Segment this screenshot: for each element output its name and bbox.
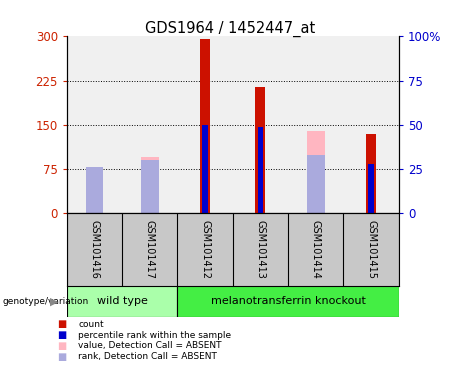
Text: genotype/variation: genotype/variation — [2, 297, 89, 306]
Text: GSM101417: GSM101417 — [145, 220, 155, 279]
Bar — [307, 155, 325, 213]
Bar — [366, 134, 376, 213]
Bar — [67, 286, 177, 317]
Text: GSM101413: GSM101413 — [255, 220, 266, 279]
Text: ■: ■ — [58, 352, 67, 362]
Bar — [86, 167, 103, 213]
Text: value, Detection Call = ABSENT: value, Detection Call = ABSENT — [78, 341, 222, 351]
Text: GSM101412: GSM101412 — [200, 220, 210, 279]
Bar — [141, 157, 159, 213]
Bar — [368, 164, 374, 213]
Text: percentile rank within the sample: percentile rank within the sample — [78, 331, 231, 340]
Text: GSM101414: GSM101414 — [311, 220, 321, 279]
Text: ▶: ▶ — [50, 296, 59, 306]
Bar — [141, 160, 159, 213]
Text: ■: ■ — [58, 341, 67, 351]
Text: ■: ■ — [58, 319, 67, 329]
Text: rank, Detection Call = ABSENT: rank, Detection Call = ABSENT — [78, 352, 217, 361]
Bar — [177, 286, 399, 317]
Text: count: count — [78, 320, 104, 329]
Bar — [200, 40, 210, 213]
Text: wild type: wild type — [97, 296, 148, 306]
Text: melanotransferrin knockout: melanotransferrin knockout — [211, 296, 366, 306]
Bar — [202, 125, 208, 213]
Text: GSM101415: GSM101415 — [366, 220, 376, 279]
Bar — [258, 127, 263, 213]
Text: GDS1964 / 1452447_at: GDS1964 / 1452447_at — [145, 21, 316, 37]
Bar — [255, 86, 266, 213]
Bar — [86, 178, 103, 213]
Text: GSM101416: GSM101416 — [89, 220, 100, 279]
Text: ■: ■ — [58, 330, 67, 340]
Bar — [307, 131, 325, 213]
